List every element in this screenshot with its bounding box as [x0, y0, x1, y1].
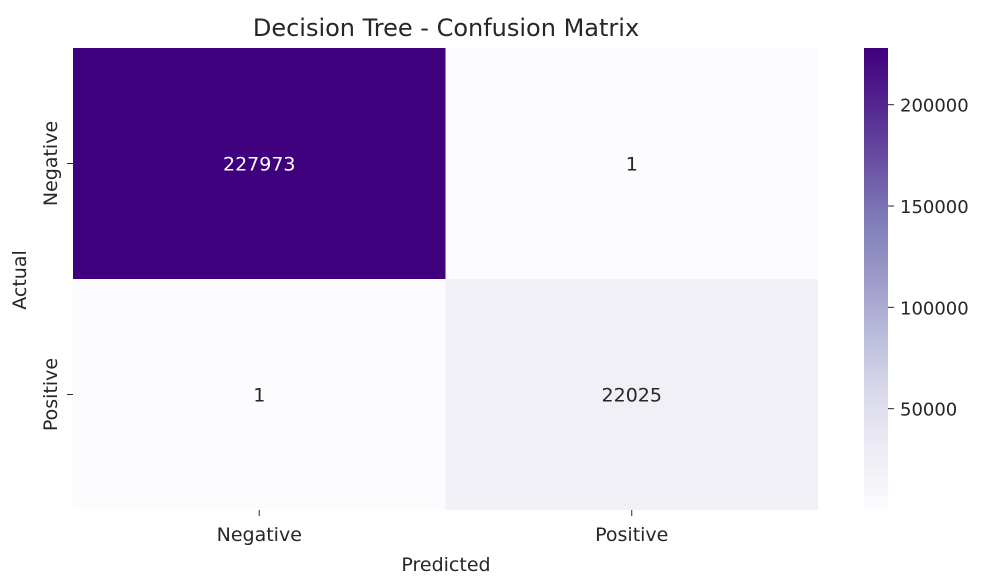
colorbar-ticks: 50000 100000 150000 200000	[888, 96, 969, 421]
x-axis-ticks: Negative Positive	[217, 510, 668, 546]
y-tick-label: Negative	[40, 121, 62, 206]
x-tick-label: Negative	[217, 524, 302, 546]
colorbar-tick-label: 150000	[900, 197, 969, 218]
heatmap-cell-positive-positive	[445, 279, 818, 510]
heatmap-cells	[73, 48, 818, 510]
heatmap-cell-negative-positive	[445, 48, 818, 279]
x-axis-label: Predicted	[401, 554, 490, 576]
y-axis-ticks: Negative Positive	[40, 121, 73, 431]
y-tick-label: Positive	[40, 358, 62, 431]
colorbar-gradient	[864, 48, 888, 510]
colorbar-tick-label: 100000	[900, 298, 969, 319]
heatmap-cell-labels: 227973 1 1 22025	[223, 154, 662, 407]
colorbar-tick-label: 50000	[900, 400, 957, 421]
colorbar: 50000 100000 150000 200000	[864, 48, 969, 510]
cell-value-label: 1	[253, 385, 265, 407]
x-tick-label: Positive	[595, 524, 668, 546]
colorbar-tick-label: 200000	[900, 96, 969, 117]
cell-value-label: 227973	[223, 154, 296, 176]
y-axis-label: Actual	[9, 250, 31, 310]
heatmap-cell-negative-negative	[73, 48, 446, 279]
cell-value-label: 1	[626, 154, 638, 176]
heatmap-cell-positive-negative	[73, 279, 446, 510]
cell-value-label: 22025	[602, 385, 662, 407]
chart-title: Decision Tree - Confusion Matrix	[253, 14, 639, 42]
